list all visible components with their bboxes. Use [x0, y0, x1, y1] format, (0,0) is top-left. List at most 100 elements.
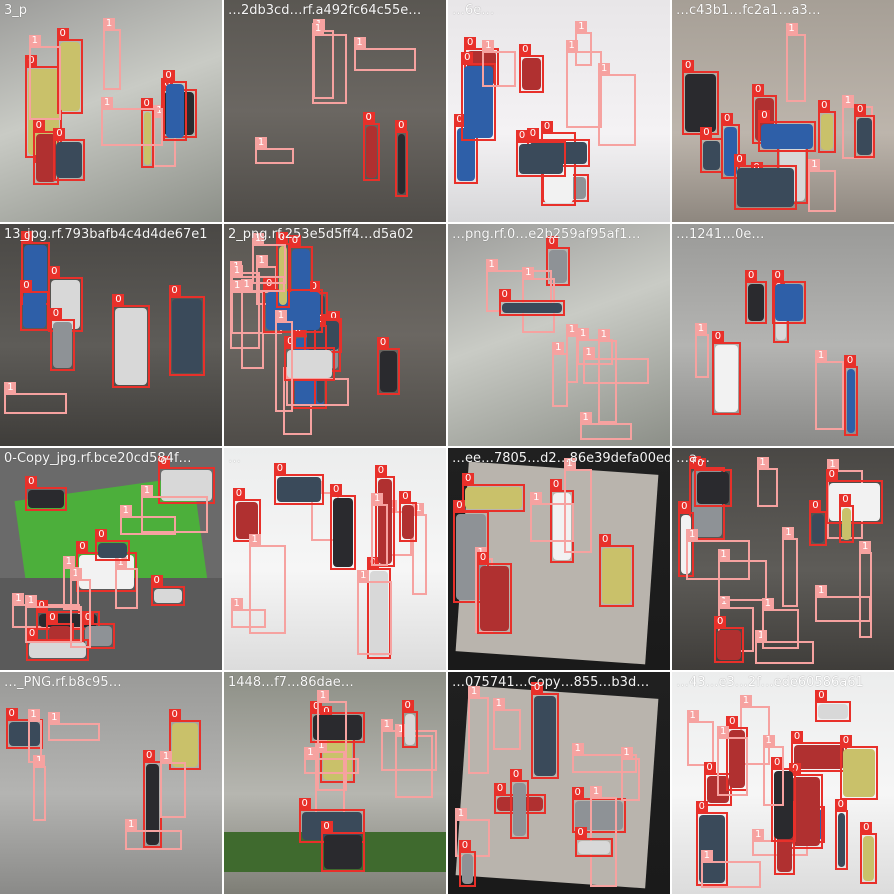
- parked-car: [697, 471, 730, 505]
- parked-car: [818, 704, 848, 720]
- bbox-class-0: 0: [809, 500, 827, 546]
- mosaic-tile: 010100001001…6e…: [448, 0, 670, 222]
- bbox-class-1: 1: [717, 725, 749, 796]
- bbox-class-label: 1: [316, 690, 329, 703]
- bbox-class-0: 0: [462, 472, 526, 513]
- bbox-class-0: 0: [510, 768, 529, 840]
- mosaic-tile: 0 1 0 1 0 1 1 1 …_PNG.rf.b8c95…: [0, 672, 222, 894]
- bbox-class-1: 1: [312, 23, 347, 104]
- parked-car: [703, 140, 720, 171]
- mosaic-tile: 10100110101110011…a…: [672, 448, 894, 670]
- bbox-class-label: 1: [468, 686, 481, 699]
- parked-car: [812, 514, 824, 543]
- bbox-class-label: 0: [232, 488, 245, 501]
- bbox-class-1: 1: [101, 96, 164, 146]
- parked-car: [276, 476, 321, 502]
- bbox-class-label: 0: [362, 111, 375, 124]
- bbox-class-label: 1: [230, 597, 243, 610]
- bbox-class-0: 0: [157, 455, 215, 504]
- bbox-class-0: 0: [232, 488, 261, 542]
- image-filename-caption: 2_png.rf.253e5d5ff4…d5a02: [228, 227, 414, 242]
- parked-car: [370, 570, 389, 656]
- bbox-class-label: 1: [815, 584, 828, 597]
- image-filename-caption: 0-Copy_jpg.rf.bce20cd584f…: [4, 451, 192, 466]
- parked-car: [84, 626, 112, 646]
- bbox-class-label: 1: [230, 264, 243, 277]
- parked-car: [313, 715, 362, 741]
- bbox-class-label: 1: [4, 381, 17, 394]
- parked-car: [792, 777, 820, 847]
- bbox-class-label: 0: [721, 113, 734, 126]
- bbox-class-label: 1: [577, 328, 589, 341]
- bbox-class-1: 1: [286, 366, 349, 407]
- parked-car: [56, 142, 82, 179]
- bbox-class-label: 1: [563, 458, 576, 471]
- bbox-class-label: 1: [761, 597, 774, 610]
- bbox-class-label: 1: [694, 323, 707, 336]
- bbox-class-0: 0: [284, 335, 336, 381]
- bbox-class-label: 0: [834, 799, 847, 812]
- bbox-class-label: 0: [818, 99, 831, 112]
- bbox-class-1: 1: [597, 329, 618, 423]
- bbox-class-label: 1: [530, 491, 543, 504]
- bbox-class-0: 0: [310, 701, 365, 744]
- bbox-class-0: 0: [56, 28, 83, 114]
- bbox-class-label: 0: [526, 127, 539, 140]
- mosaic-tile: 0 1 1 1 0 0 1 1 0 0 1448…f7…86dae…: [224, 672, 446, 894]
- bbox-class-1: 1: [357, 569, 393, 656]
- bbox-class-label: 0: [20, 279, 33, 292]
- bbox-class-label: 1: [756, 456, 769, 469]
- bbox-class-label: 0: [477, 552, 490, 565]
- bbox-class-0: 0: [825, 469, 884, 524]
- bbox-class-1: 1: [530, 491, 574, 543]
- bbox-class-label: 1: [62, 556, 75, 569]
- bbox-class-label: 0: [56, 28, 69, 41]
- parked-car: [404, 714, 416, 746]
- parked-car: [398, 133, 405, 195]
- bbox-class-label: 1: [686, 710, 699, 723]
- parked-car: [548, 249, 568, 284]
- bbox-class-0: 0: [599, 533, 634, 608]
- bbox-class-label: 1: [565, 39, 578, 52]
- parked-car: [748, 284, 765, 322]
- parked-car: [51, 280, 81, 330]
- bbox-class-label: 1: [620, 746, 633, 759]
- parked-car: [714, 344, 738, 413]
- parked-car: [522, 58, 542, 91]
- bbox-class-1: 1: [552, 342, 568, 407]
- mosaic-tile: 0 1 0 0 0 0 0 0 0 1 0 1 1 1 1 1 0-Copy_jpg.rf.bce20cd584…: [0, 448, 222, 670]
- bbox-class-0: 0: [320, 821, 365, 872]
- bbox-class-label: 0: [46, 611, 59, 624]
- bbox-class-0: 0: [721, 113, 741, 180]
- parked-car: [794, 745, 845, 769]
- bbox-class-label: 0: [330, 484, 343, 497]
- bbox-class-label: 0: [168, 285, 181, 298]
- parked-car: [480, 566, 509, 631]
- bbox-class-label: 1: [590, 786, 603, 799]
- bbox-class-0: 0: [771, 269, 806, 325]
- bbox-class-label: 1: [12, 593, 25, 606]
- bbox-class-0: 0: [81, 612, 115, 649]
- bbox-class-0: 0: [53, 128, 85, 182]
- bbox-class-label: 1: [140, 485, 153, 498]
- bbox-class-0: 0: [95, 528, 131, 562]
- parked-car: [380, 350, 397, 393]
- bbox-class-label: 0: [815, 690, 828, 703]
- bbox-class-0: 0: [711, 330, 741, 416]
- bbox-class-label: 0: [458, 839, 471, 852]
- bbox-class-label: 0: [284, 335, 297, 348]
- bbox-class-label: 0: [599, 533, 612, 546]
- parked-car: [153, 589, 183, 604]
- bbox-class-label: 1: [752, 828, 765, 841]
- bbox-class-label: 0: [157, 455, 170, 468]
- parked-car: [736, 168, 794, 207]
- bbox-class-label: 1: [248, 533, 261, 546]
- bbox-class-1: 1: [28, 35, 61, 120]
- parked-car: [59, 42, 80, 111]
- parked-car: [519, 144, 564, 174]
- bbox-class-0: 0: [834, 799, 848, 871]
- bbox-class-1: 1: [4, 381, 68, 414]
- bbox-class-1: 1: [563, 458, 592, 554]
- bbox-class-1: 1: [316, 690, 348, 792]
- bbox-class-label: 1: [371, 492, 384, 505]
